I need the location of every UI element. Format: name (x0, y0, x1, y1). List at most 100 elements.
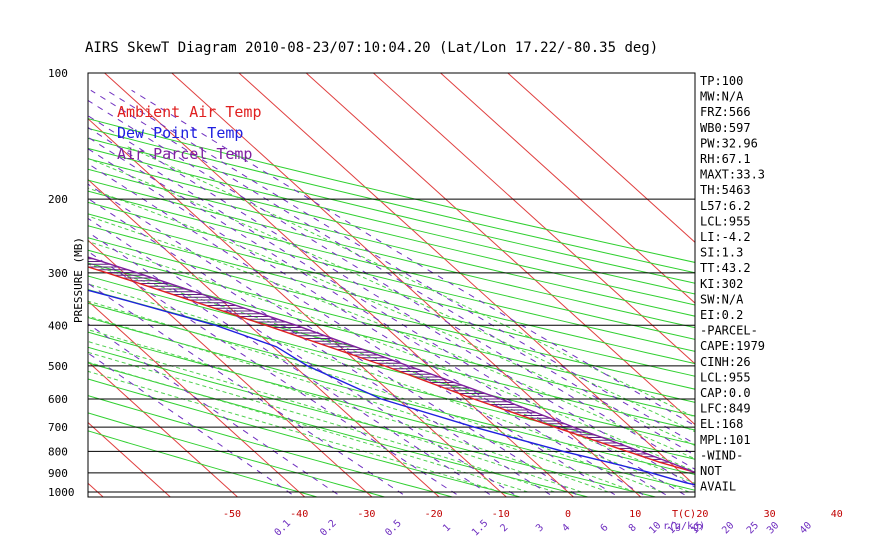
pressure-tick-labels: 100 200 300 400 500 600 700 800 900 1000 (48, 67, 75, 499)
index-entry: TP:100 (700, 74, 743, 88)
mixing-ratio-line (88, 352, 297, 497)
chart-title: AIRS SkewT Diagram 2010-08-23/07:10:04.2… (85, 40, 658, 56)
pressure-tick-label: 900 (48, 467, 68, 480)
index-entry: CAP:0.0 (700, 386, 751, 400)
index-entry: TH:5463 (700, 183, 751, 197)
dry-adiabat-line (88, 158, 695, 306)
isotherm-line (372, 73, 695, 365)
mixing-ratio-tick-label: 3 (534, 522, 546, 534)
isotherm-line (103, 73, 575, 497)
dry-adiabat-line (88, 412, 387, 497)
index-entry: TT:43.2 (700, 261, 751, 275)
dry-adiabat-line (88, 190, 695, 340)
dry-adiabat-line (88, 430, 319, 497)
bottom-temp-tick-label: 40 (831, 509, 843, 520)
dry-adiabat-line (88, 118, 695, 263)
index-entry: FRZ:566 (700, 105, 751, 119)
mixing-ratio-tick-label: 8 (627, 522, 639, 534)
isotherm-line (88, 300, 306, 497)
moist-adiabat-line (88, 370, 501, 493)
dry-adiabat-line (88, 317, 695, 475)
moist-adiabat-line (127, 146, 695, 418)
isotherm-line (238, 73, 695, 486)
pressure-tick-label: 1000 (48, 486, 75, 499)
bottom-temp-tick-label: 20 (696, 509, 708, 520)
dry-adiabat-line (88, 127, 695, 274)
dry-adiabat-line (88, 179, 695, 329)
isotherm-line (439, 73, 695, 304)
index-entry: MW:N/A (700, 90, 744, 104)
dry-adiabat-line (88, 213, 695, 365)
moist-adiabat-line (88, 361, 528, 493)
legend-entry: Dew Point Temp (117, 124, 243, 142)
bottom-temp-tick-label: 0 (565, 509, 571, 520)
index-entry: LI:-4.2 (700, 230, 751, 244)
index-entry: PW:32.96 (700, 136, 758, 150)
index-entry: -PARCEL- (700, 324, 758, 338)
moist-adiabat-line (88, 341, 582, 493)
index-entry: LFC:849 (700, 402, 751, 416)
pressure-tick-label: 100 (48, 67, 68, 80)
isotherm-line (507, 73, 695, 243)
mixing-ratio-line (88, 217, 520, 497)
series-line-parcel (88, 256, 695, 474)
mixing-ratio-tick-label: 6 (599, 522, 611, 534)
index-entry: RH:67.1 (700, 152, 751, 166)
isotherm-line (305, 73, 695, 426)
isotherm-line (88, 178, 440, 497)
index-entry: CINH:26 (700, 355, 751, 369)
dry-adiabat-line (88, 302, 695, 460)
dry-adiabat-line (88, 288, 695, 445)
pressure-tick-label: 800 (48, 445, 68, 458)
mixing-ratio-tick-label: 1.5 (470, 518, 491, 539)
dry-adiabat-line (88, 201, 695, 352)
dry-adiabat-line (88, 395, 455, 497)
x-axis-label: T(C) (672, 509, 696, 520)
dry-adiabat-line (88, 275, 695, 431)
mixing-ratio-tick-label: 0.2 (318, 518, 339, 539)
pressure-tick-label: 200 (48, 193, 68, 206)
index-entry: NOT (700, 464, 722, 478)
mixing-ratio-line (88, 115, 695, 488)
mixing-ratio-line (131, 89, 695, 427)
pressure-tick-label: 300 (48, 267, 68, 280)
series-line-ambient (88, 266, 695, 474)
mixing-ratio-tick-label: 40 (798, 520, 814, 536)
plot-frame (87, 72, 696, 498)
pressure-tick-label: 500 (48, 360, 68, 373)
legend: Ambient Air Temp Dew Point Temp Air Parcel… (117, 103, 262, 163)
mixing-ratio-tick-labels: 0.1 0.2 0.5 1 1.5 2 3 4 6 8 10 12 15 20 25 30 40 (273, 518, 815, 539)
dry-adiabat-line (88, 378, 523, 497)
mixing-ratio-tick-label: 2 (499, 522, 511, 534)
mixing-ratio-tick-label: 0.1 (273, 518, 294, 539)
dry-adiabat-line (88, 331, 695, 491)
dry-adiabat-line (88, 249, 695, 403)
dry-adiabat-line (88, 346, 658, 497)
index-entry: EI:0.2 (700, 308, 743, 322)
moist-adiabat-line (88, 240, 695, 472)
index-entry: KI:302 (700, 277, 743, 291)
bottom-temp-tick-label: -30 (357, 509, 375, 520)
index-entry: EL:168 (700, 417, 743, 431)
mixing-ratio-line (88, 231, 495, 497)
index-entry: AVAIL (700, 480, 736, 494)
index-entry: L57:6.2 (700, 199, 751, 213)
mixing-ratio-tick-label: 30 (765, 520, 781, 536)
dry-adiabat-line (88, 262, 695, 417)
moist-adiabat-line (88, 283, 690, 493)
mixing-ratio-line (88, 323, 343, 497)
index-entry: LCL:955 (700, 214, 751, 228)
mixing-ratio-line (88, 126, 690, 497)
mixing-ratio-tick-label: 20 (720, 520, 736, 536)
bottom-temp-tick-label: 30 (764, 509, 776, 520)
isotherm-line (0, 64, 40, 501)
dry-adiabat-line (88, 168, 695, 317)
index-entry: MAXT:33.3 (700, 168, 765, 182)
dry-adiabat-line (88, 237, 695, 390)
moist-adiabat-line (88, 351, 555, 493)
pressure-tick-label: 600 (48, 393, 68, 406)
mixing-ratio-unit-label: r(g/kg) (663, 521, 705, 532)
mixing-ratio-tick-label: 25 (745, 520, 761, 536)
